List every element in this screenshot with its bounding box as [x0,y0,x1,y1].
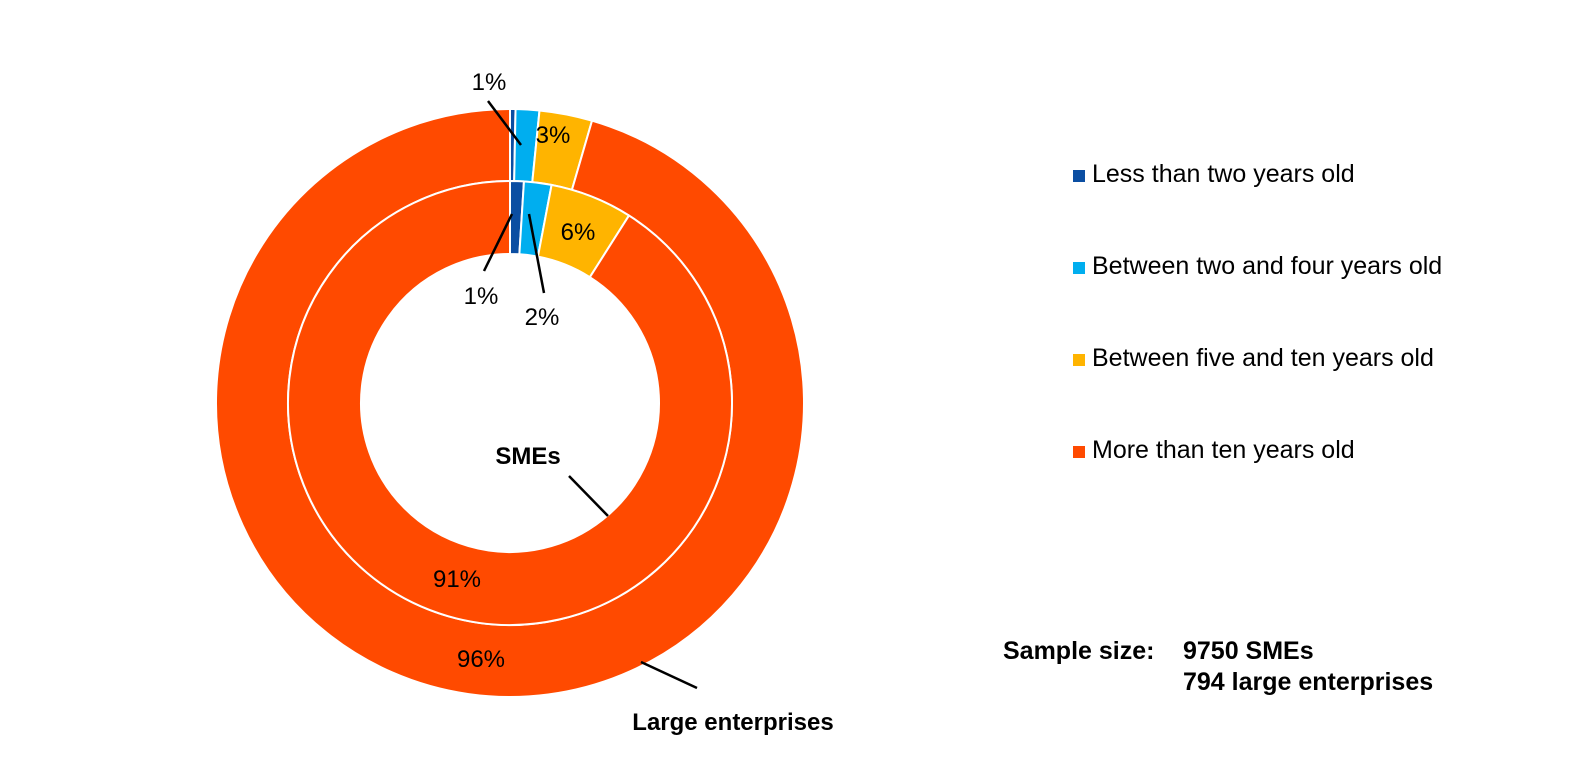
legend-label: Between five and ten years old [1092,344,1434,372]
ring-name-large-enterprises: Large enterprises [632,709,833,736]
label-outer-between-five-ten: 3% [536,122,571,149]
data-labels: 1% 3% 96% 6% 1% 2% 91% [433,69,595,673]
ring-name-smes: SMEs [495,443,560,470]
label-inner-less-than-two: 1% [464,283,499,310]
leader-inner-between-two-four [527,213,546,294]
leader-inner-less-than-two [482,213,514,272]
legend-swatch [1073,446,1085,458]
leader-inner-ring-name [568,475,609,517]
label-inner-between-five-ten: 6% [561,219,596,246]
legend-label: More than ten years old [1092,436,1355,464]
label-inner-more-than-ten: 91% [433,566,481,593]
legend-swatch [1073,354,1085,366]
legend-swatch [1073,262,1085,274]
inner-ring-smes [287,179,733,626]
inner-ring-slice-more-than-ten [287,179,733,626]
legend-item-between-two-four: Between two and four years old [1073,252,1553,282]
label-outer-more-than-ten: 96% [457,646,505,673]
legend-item-more-than-ten: More than ten years old [1073,436,1553,466]
double-donut-chart: 1% 3% 96% 6% 1% 2% 91% SMEs Large enterp… [215,69,834,736]
sample-size-label: Sample size: [1003,637,1155,665]
leader-lines [482,100,698,690]
ring-names: SMEs Large enterprises [495,443,833,736]
legend-label: Between two and four years old [1092,252,1443,280]
legend-swatch [1073,170,1085,182]
leader-outer-ring-name [640,660,698,690]
label-inner-between-two-four: 2% [525,304,560,331]
legend: Less than two years old Between two and … [1073,160,1553,528]
leader-outer-between-two-four [487,100,522,146]
legend-item-between-five-ten: Between five and ten years old [1073,344,1553,374]
legend-item-less-than-two: Less than two years old [1073,160,1553,190]
label-outer-between-two-four: 1% [472,69,507,96]
sample-size-large: 794 large enterprises [1183,668,1434,696]
sample-size-smes: 9750 SMEs [1183,637,1314,665]
legend-label: Less than two years old [1092,160,1355,188]
